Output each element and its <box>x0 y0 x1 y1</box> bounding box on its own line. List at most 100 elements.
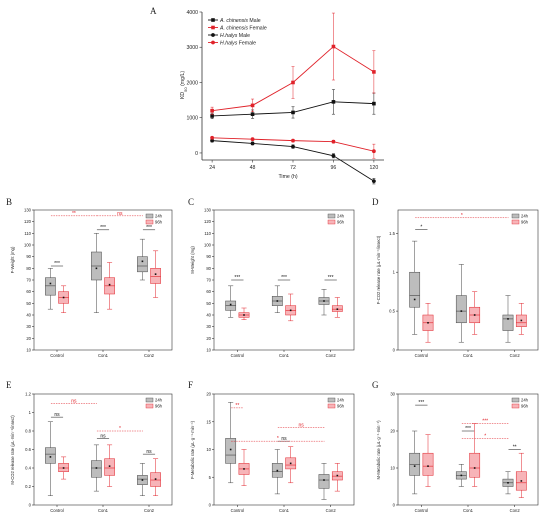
panel-b-y-tick-label: 70 <box>26 278 31 283</box>
panel-c-y-tick-label: 60 <box>206 289 211 294</box>
panel-f-box <box>318 474 330 489</box>
panel-f-significance-label: ns <box>299 422 305 428</box>
panel-g-box-plot: G M-Metabolic rate (μL·g⁻¹·min⁻¹) 0 10 20 3… <box>372 380 539 513</box>
panel-a-y-tick-label: 4000 <box>186 10 198 16</box>
panel-b-legend-label: 96h <box>155 220 163 225</box>
panel-a-x-axis-label: Time (h) <box>278 174 297 180</box>
panel-a-square-marker <box>250 112 255 116</box>
panel-e-mean-marker <box>108 465 111 467</box>
panel-d-mean-marker <box>507 318 509 320</box>
panel-d-x-tick-label: Con1 <box>463 353 474 358</box>
panel-f-significance-label: ns <box>281 436 287 442</box>
panel-b-y-tick-label: 80 <box>26 266 31 271</box>
panel-b-legend-swatch <box>145 219 154 225</box>
panel-e-significance-label: * <box>119 426 121 432</box>
panel-b-y-tick-label: 100 <box>24 243 32 248</box>
panel-e-legend-label: 96h <box>155 404 163 409</box>
panel-b-x-tick-label: Control <box>50 353 64 358</box>
panel-e-letter: E <box>6 380 12 390</box>
panel-a-legend-label: A. chinensis Male <box>219 18 261 24</box>
panel-b-y-tick-label: 20 <box>26 336 31 341</box>
panel-f-mean-marker <box>229 448 232 451</box>
panel-c-plot-area: 10 20 30 40 50 60 70 80 90 100 110 120 130 Control Con… <box>204 208 355 358</box>
panel-b-significance-label: ** <box>72 211 76 217</box>
panel-e-significance-label: ns <box>100 433 106 439</box>
panel-a-square-marker <box>291 80 295 85</box>
panel-b-mean-marker <box>49 282 52 285</box>
panel-b-y-tick-label: 90 <box>26 254 31 259</box>
panel-d-box-plot: D F-CO2 release rate (μL·min⁻¹/insect) 0… <box>372 197 539 358</box>
panel-c-y-tick-label: 90 <box>206 254 211 259</box>
panel-b-mean-marker <box>108 283 111 286</box>
panel-g-box <box>469 452 481 478</box>
panel-g-mean-marker <box>413 465 416 467</box>
panel-g-significance-label: *** <box>465 426 471 432</box>
panel-c-y-axis-label: M-Weight (mg) <box>190 246 195 274</box>
panel-c-mean-marker <box>336 308 339 310</box>
panel-d-mean-marker <box>413 298 416 301</box>
panel-f-x-tick-label: Con2 <box>326 508 337 513</box>
panel-b-box <box>150 268 161 284</box>
panel-a-circle-marker <box>291 138 295 143</box>
panel-c-significance-label: *** <box>281 275 287 281</box>
panel-e-significance-label: ns <box>146 449 152 455</box>
panel-a-square-marker <box>372 70 376 74</box>
panel-e-significance-label: ns <box>54 412 60 418</box>
panel-d-y-axis-label: F-CO2 release rate (μL·min⁻¹/insect) <box>376 235 381 304</box>
panel-a-circle-marker <box>250 137 255 142</box>
panel-g-mean-marker <box>460 474 463 477</box>
panel-c-y-tick-label: 80 <box>206 266 211 271</box>
panel-e-legend-swatch <box>145 403 154 409</box>
panel-e-y-tick-label: 1.2 <box>25 392 31 397</box>
panel-a-y-axis-label: KD50 (mg/L) <box>180 71 188 99</box>
panel-g-legend-label: 24h <box>521 398 529 403</box>
panel-g-significance-label: * <box>484 433 486 439</box>
panel-f-mean-marker <box>336 474 339 477</box>
panel-b-x-tick-label: Con2 <box>144 353 155 358</box>
panel-e-mean-marker <box>62 467 65 469</box>
panel-a-legend-label: H.halys Female <box>220 41 256 47</box>
panel-e-legend-swatch <box>145 397 154 403</box>
panel-c-x-tick-label: Con2 <box>326 353 337 358</box>
panel-b-legend-swatch <box>145 213 154 219</box>
panel-f-y-tick-label: 15 <box>206 419 211 424</box>
panel-c-mean-marker <box>323 300 325 302</box>
panel-e-mean-marker <box>141 479 144 481</box>
panel-f-mean-marker <box>243 468 245 470</box>
panel-a-y-tick-label: 2000 <box>186 80 198 86</box>
panel-a-circle-marker <box>371 179 376 184</box>
panel-b-plot-area: 10 20 30 40 50 60 70 80 90 100 110 120 130 Control Con… <box>24 208 173 358</box>
panel-a-circle-marker <box>371 149 376 154</box>
panel-c-y-tick-label: 10 <box>206 348 211 353</box>
panel-g-box <box>422 452 434 476</box>
panel-e-significance-label: ns <box>71 398 77 404</box>
panel-a-square-marker <box>291 110 295 115</box>
panel-f-legend-label: 24h <box>337 398 345 403</box>
panel-d-mean-marker <box>427 321 429 324</box>
panel-d-y-tick-label: 0 <box>393 348 396 353</box>
panel-a-x-tick-label: 72 <box>290 165 296 171</box>
panel-d-mean-marker <box>460 310 463 312</box>
panel-a-circle-marker <box>331 153 336 158</box>
panel-c-letter: C <box>188 197 194 207</box>
panel-e-y-tick-label: 0 <box>29 503 32 508</box>
panel-g-letter: G <box>372 380 379 390</box>
panel-a-x-tick-label: 24 <box>209 165 215 171</box>
panel-g-y-axis-label: M-Metabolic rate (μL·g⁻¹·min⁻¹) <box>376 420 381 480</box>
panel-e-y-tick-label: 1 <box>29 410 32 415</box>
panel-f-significance-label: ** <box>235 403 239 409</box>
panel-b-mean-marker <box>141 260 144 263</box>
panel-e-x-tick-label: Con1 <box>98 508 109 513</box>
panel-d-legend-label: 96h <box>521 220 529 225</box>
panel-f-y-tick-label: 10 <box>206 447 211 452</box>
panel-a-y-tick-label: 0 <box>195 151 198 157</box>
panel-a-circle-marker <box>210 138 215 143</box>
panel-c-x-tick-label: Con1 <box>279 353 290 358</box>
panel-g-significance-label: *** <box>482 419 488 425</box>
panel-a-circle-marker <box>210 135 215 140</box>
panel-b-y-tick-label: 10 <box>26 348 31 353</box>
panel-c-y-tick-label: 20 <box>206 336 211 341</box>
panel-b-significance-label: ns <box>117 211 123 217</box>
